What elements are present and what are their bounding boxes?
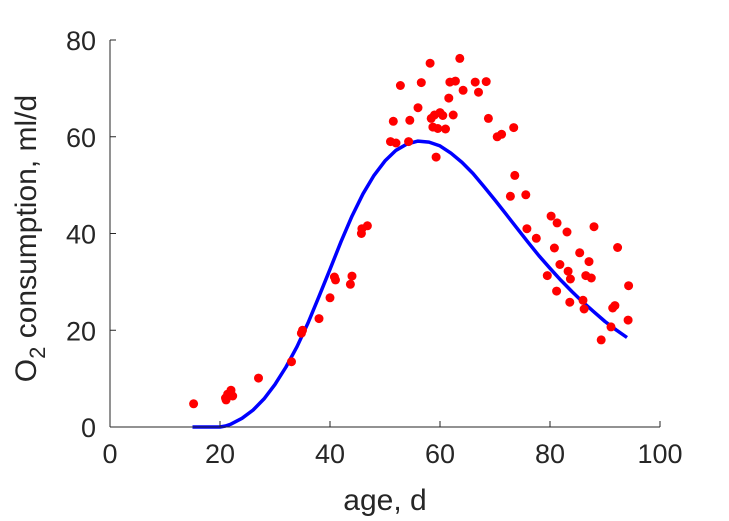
- data-point: [510, 170, 520, 180]
- data-point: [613, 243, 623, 252]
- data-point: [610, 301, 620, 311]
- data-point: [481, 77, 491, 87]
- data-point: [431, 152, 441, 162]
- y-axis-label-suffix: consumption, ml/d: [10, 95, 43, 347]
- x-ticks: 0 20 40 60 80 100: [102, 421, 683, 469]
- axes: 0 20 40 60 80 100 0 20 40 60 80: [66, 26, 683, 469]
- data-point: [438, 111, 448, 120]
- data-point: [433, 124, 443, 133]
- data-point: [575, 248, 585, 258]
- data-point: [509, 123, 519, 133]
- data-point: [450, 76, 460, 86]
- data-point: [325, 293, 335, 303]
- data-point: [448, 110, 458, 120]
- data-point: [444, 93, 454, 103]
- y-tick-label: 80: [66, 26, 96, 56]
- data-point: [584, 257, 594, 267]
- data-point: [483, 113, 493, 123]
- data-point: [405, 115, 415, 125]
- data-point: [388, 116, 398, 126]
- data-point: [522, 224, 532, 234]
- data-point: [298, 325, 307, 335]
- data-point: [624, 281, 634, 291]
- data-point: [549, 243, 559, 253]
- data-point: [542, 271, 552, 281]
- data-point: [596, 335, 606, 345]
- data-point: [565, 274, 575, 284]
- model-curve: [192, 139, 629, 429]
- y-axis-label-subscript: 2: [25, 347, 50, 359]
- data-point: [254, 373, 263, 383]
- data-point: [395, 81, 405, 90]
- data-point: [391, 138, 401, 148]
- data-point: [347, 271, 357, 281]
- y-tick-label: 60: [66, 123, 96, 153]
- data-point: [497, 129, 507, 139]
- data-point: [565, 297, 575, 307]
- data-point: [287, 357, 296, 367]
- data-point: [416, 78, 426, 88]
- data-point: [623, 315, 633, 325]
- x-tick-label: 60: [425, 439, 455, 469]
- x-tick-label: 20: [205, 439, 235, 469]
- x-tick-label: 40: [315, 439, 345, 469]
- data-point: [552, 218, 562, 228]
- x-tick-label: 0: [102, 439, 117, 469]
- y-axis-label-prefix: O: [10, 359, 43, 382]
- data-point: [521, 190, 531, 200]
- data-point: [555, 260, 565, 269]
- data-point: [586, 273, 596, 283]
- y-tick-label: 40: [66, 220, 96, 250]
- data-point: [331, 275, 340, 285]
- data-point: [470, 77, 480, 87]
- data-point: [531, 233, 541, 243]
- data-point: [228, 391, 238, 401]
- data-point: [579, 304, 589, 314]
- data-point: [189, 399, 199, 409]
- data-point: [578, 295, 588, 305]
- x-axis-label: age, d: [343, 484, 426, 517]
- y-axis-label: O2 consumption, ml/d: [10, 95, 50, 382]
- data-point: [314, 314, 324, 324]
- data-point: [552, 286, 562, 296]
- data-point: [606, 322, 616, 332]
- data-point: [562, 227, 572, 237]
- x-tick-label: 100: [637, 439, 682, 469]
- data-point: [425, 58, 435, 68]
- data-point: [563, 266, 573, 276]
- data-point: [455, 53, 465, 63]
- data-point: [458, 85, 468, 95]
- data-point: [441, 124, 450, 134]
- data-point: [474, 87, 483, 97]
- data-point: [404, 137, 414, 147]
- plot-area: [189, 53, 634, 429]
- data-point: [362, 221, 372, 231]
- data-point: [345, 279, 355, 289]
- y-tick-label: 0: [81, 413, 96, 443]
- data-point: [413, 103, 423, 113]
- y-tick-label: 20: [66, 316, 96, 346]
- x-tick-label: 80: [535, 439, 565, 469]
- data-point: [589, 222, 599, 232]
- y-ticks: 0 20 40 60 80: [66, 26, 116, 443]
- data-point: [505, 191, 515, 201]
- data-point: [546, 211, 556, 221]
